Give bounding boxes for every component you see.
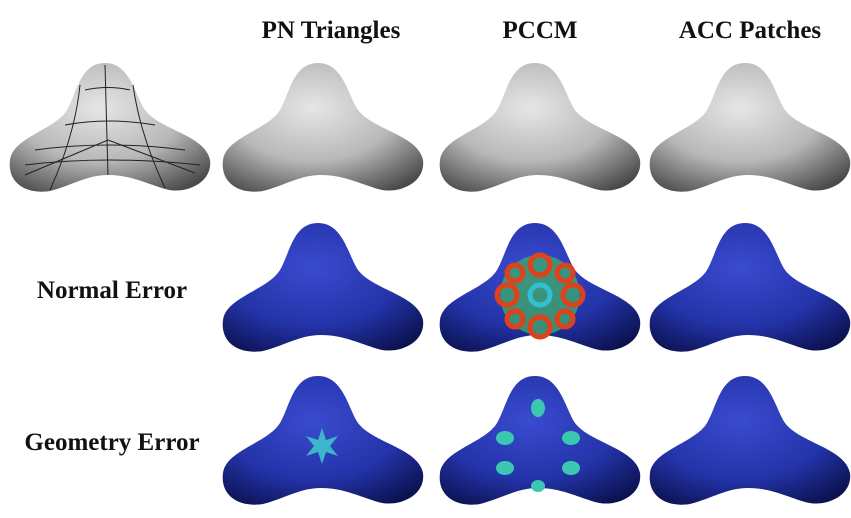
column-header: ACC Patches	[679, 17, 822, 44]
acc-geometry-error	[649, 376, 851, 505]
row-label: Geometry Error	[24, 429, 199, 456]
acc-normal-error	[649, 223, 851, 352]
acc-surface	[649, 63, 851, 192]
pn-geometry-error	[222, 376, 424, 505]
column-header: PN Triangles	[262, 17, 401, 44]
pn-normal-error	[222, 223, 424, 352]
pccm-surface	[439, 63, 641, 192]
pn-triangles-surface	[222, 63, 424, 192]
pccm-geometry-error	[439, 376, 641, 505]
pccm-normal-error	[439, 223, 641, 352]
control-mesh-surface	[9, 63, 211, 192]
row-label: Normal Error	[37, 277, 187, 304]
column-header: PCCM	[503, 17, 578, 44]
